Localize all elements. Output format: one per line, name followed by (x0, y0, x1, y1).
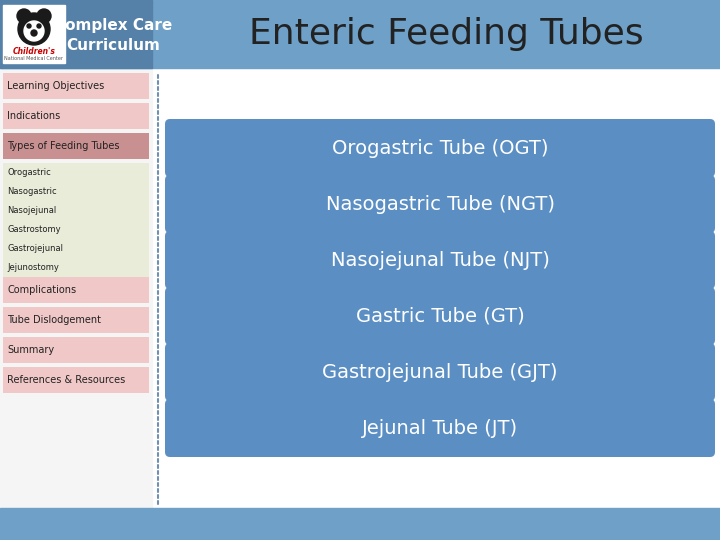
FancyBboxPatch shape (165, 343, 715, 401)
Text: Orogastric Tube (OGT): Orogastric Tube (OGT) (332, 138, 548, 158)
FancyBboxPatch shape (165, 119, 715, 177)
Text: Orogastric: Orogastric (7, 168, 50, 177)
FancyBboxPatch shape (165, 231, 715, 289)
Bar (3, 5, 65, 63)
FancyBboxPatch shape (3, 337, 149, 363)
Circle shape (18, 13, 50, 45)
FancyBboxPatch shape (3, 307, 149, 333)
FancyBboxPatch shape (3, 367, 149, 393)
FancyBboxPatch shape (3, 103, 149, 129)
Bar (0, 68, 152, 508)
Text: Complex Care: Complex Care (55, 18, 173, 32)
FancyBboxPatch shape (165, 175, 715, 233)
Text: Tube Dislodgement: Tube Dislodgement (7, 315, 101, 325)
Circle shape (31, 30, 37, 36)
Circle shape (27, 24, 31, 28)
FancyBboxPatch shape (3, 258, 149, 277)
Text: Gastrojejunal Tube (GJT): Gastrojejunal Tube (GJT) (323, 362, 558, 381)
Text: Gastric Tube (GT): Gastric Tube (GT) (356, 307, 524, 326)
Text: Nasogastric: Nasogastric (7, 187, 57, 196)
Circle shape (37, 9, 51, 23)
Text: Jejunal Tube (JT): Jejunal Tube (JT) (362, 418, 518, 437)
Text: Learning Objectives: Learning Objectives (7, 81, 104, 91)
Text: Complications: Complications (7, 285, 76, 295)
Text: Nasogastric Tube (NGT): Nasogastric Tube (NGT) (325, 194, 554, 213)
Bar (0, 508, 720, 540)
Text: Enteric Feeding Tubes: Enteric Feeding Tubes (248, 17, 643, 51)
Text: Gastrojejunal: Gastrojejunal (7, 244, 63, 253)
Text: Gastrostomy: Gastrostomy (7, 225, 60, 234)
Text: Indications: Indications (7, 111, 60, 121)
FancyBboxPatch shape (3, 239, 149, 258)
Text: Nasojejunal Tube (NJT): Nasojejunal Tube (NJT) (330, 251, 549, 269)
Text: National Medical Center: National Medical Center (4, 56, 63, 61)
Bar (0, 0, 152, 68)
Text: Curriculum: Curriculum (66, 38, 161, 53)
Text: Types of Feeding Tubes: Types of Feeding Tubes (7, 141, 120, 151)
Text: Children's: Children's (12, 47, 55, 56)
FancyBboxPatch shape (165, 399, 715, 457)
Text: Nasojejunal: Nasojejunal (7, 206, 56, 215)
FancyBboxPatch shape (3, 220, 149, 239)
Circle shape (17, 9, 31, 23)
Text: References & Resources: References & Resources (7, 375, 125, 385)
Circle shape (37, 24, 41, 28)
FancyBboxPatch shape (3, 201, 149, 220)
Text: Summary: Summary (7, 345, 54, 355)
Text: Jejunostomy: Jejunostomy (7, 263, 59, 272)
FancyBboxPatch shape (3, 277, 149, 303)
FancyBboxPatch shape (3, 163, 149, 182)
Circle shape (24, 21, 44, 41)
Bar (0, 0, 720, 68)
FancyBboxPatch shape (3, 133, 149, 159)
FancyBboxPatch shape (3, 73, 149, 99)
FancyBboxPatch shape (3, 182, 149, 201)
FancyBboxPatch shape (165, 287, 715, 345)
